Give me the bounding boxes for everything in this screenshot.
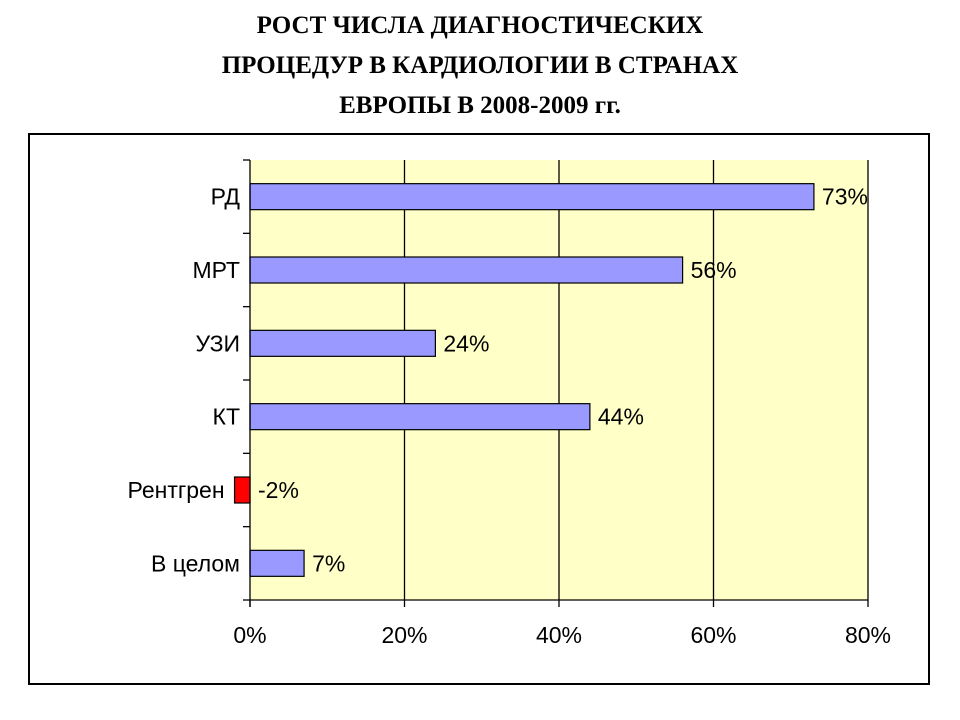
title-line-1: РОСТ ЧИСЛА ДИАГНОСТИЧЕСКИХ	[256, 12, 704, 39]
bar	[233, 476, 251, 504]
category-label: МРТ	[192, 257, 240, 283]
bar	[249, 256, 684, 284]
bar	[249, 549, 305, 577]
bar	[249, 329, 436, 357]
data-label: 56%	[691, 257, 737, 283]
data-label: 73%	[822, 184, 868, 210]
data-label: 24%	[443, 330, 489, 356]
category-label: Рентгрен	[128, 477, 225, 503]
x-tick-label: 0%	[233, 622, 266, 648]
x-tick-label: 20%	[381, 622, 427, 648]
title-line-3: ЕВРОПЫ В 2008-2009 гг.	[339, 92, 621, 119]
category-label: КТ	[213, 404, 240, 430]
x-tick-label: 60%	[690, 622, 736, 648]
x-tick-label: 80%	[845, 622, 891, 648]
title-line-2: ПРОЦЕДУР В КАРДИОЛОГИИ В СТРАНАХ	[221, 52, 739, 79]
category-label: УЗИ	[195, 330, 240, 356]
bar	[249, 403, 591, 431]
category-label: РД	[211, 184, 241, 210]
data-label: 7%	[312, 550, 345, 576]
bar	[249, 183, 815, 211]
x-tick-label: 40%	[536, 622, 582, 648]
category-label: В целом	[151, 550, 240, 576]
slide-title: РОСТ ЧИСЛА ДИАГНОСТИЧЕСКИХ ПРОЦЕДУР В КА…	[180, 6, 780, 126]
data-label: -2%	[258, 477, 299, 503]
data-label: 44%	[598, 404, 644, 430]
